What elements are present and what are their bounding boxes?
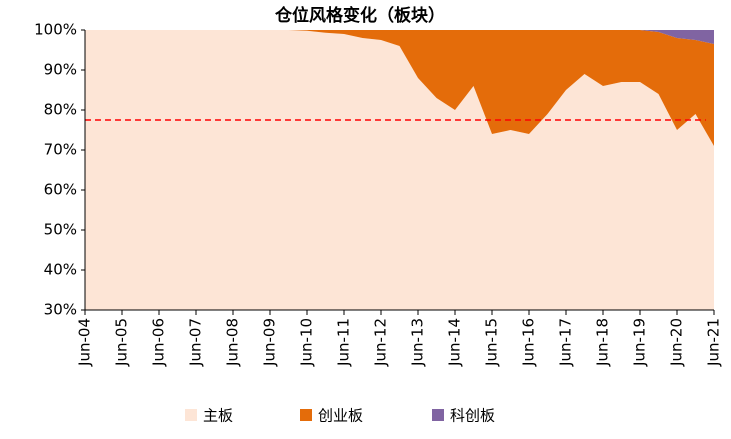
legend-label: 主板 bbox=[203, 407, 233, 425]
x-tick-label: Jun-21 bbox=[705, 318, 723, 367]
x-tick-label: Jun-17 bbox=[557, 318, 575, 367]
y-tick-label: 100% bbox=[34, 21, 77, 39]
x-tick-label: Jun-15 bbox=[483, 318, 501, 367]
y-tick-label: 60% bbox=[44, 181, 77, 199]
y-tick-label: 70% bbox=[44, 141, 77, 159]
x-tick-label: Jun-18 bbox=[594, 318, 612, 367]
x-tick-label: Jun-08 bbox=[224, 318, 242, 367]
chart-title: 仓位风格变化（板块） bbox=[274, 5, 445, 26]
y-tick-label: 80% bbox=[44, 101, 77, 119]
y-tick-label: 30% bbox=[44, 301, 77, 319]
y-tick-label: 40% bbox=[44, 261, 77, 279]
x-tick-label: Jun-11 bbox=[335, 318, 353, 367]
x-tick-label: Jun-06 bbox=[150, 318, 168, 367]
area bbox=[85, 30, 714, 146]
legend-swatch bbox=[432, 409, 444, 421]
legend-label: 创业板 bbox=[318, 407, 363, 425]
area bbox=[85, 30, 714, 310]
y-tick-label: 90% bbox=[44, 61, 77, 79]
x-tick-label: Jun-16 bbox=[520, 318, 538, 367]
x-tick-label: Jun-12 bbox=[372, 318, 390, 367]
x-tick-label: Jun-19 bbox=[631, 318, 649, 367]
x-tick-label: Jun-13 bbox=[409, 318, 427, 367]
x-tick-label: Jun-10 bbox=[298, 318, 316, 367]
x-tick-label: Jun-09 bbox=[261, 318, 279, 367]
x-tick-label: Jun-14 bbox=[446, 318, 464, 367]
legend-swatch bbox=[300, 409, 312, 421]
y-tick-label: 50% bbox=[44, 221, 77, 239]
legend-label: 科创板 bbox=[450, 407, 495, 425]
x-tick-label: Jun-04 bbox=[76, 318, 94, 367]
legend-swatch bbox=[185, 409, 197, 421]
plot-area bbox=[85, 30, 714, 310]
x-tick-label: Jun-20 bbox=[668, 318, 686, 367]
x-tick-label: Jun-07 bbox=[187, 318, 205, 367]
x-tick-label: Jun-05 bbox=[113, 318, 131, 367]
